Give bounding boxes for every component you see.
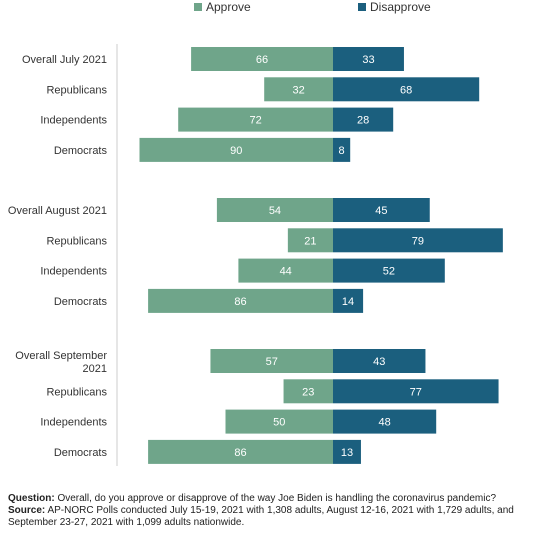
legend-label-disapprove: Disapprove bbox=[370, 0, 431, 14]
source-text: AP-NORC Polls conducted July 15-19, 2021… bbox=[8, 505, 514, 528]
category-label: Overall July 2021 bbox=[22, 54, 107, 66]
disapprove-value-label: 45 bbox=[375, 205, 387, 217]
disapprove-bar bbox=[333, 379, 499, 404]
question-note: Question: Overall, do you approve or dis… bbox=[8, 493, 544, 505]
approve-bar bbox=[225, 409, 333, 434]
category-label: Overall September 2021 bbox=[15, 350, 107, 375]
approve-bar bbox=[178, 107, 333, 132]
disapprove-bar bbox=[333, 439, 361, 464]
disapprove-value-label: 13 bbox=[341, 447, 353, 459]
source-label: Source: bbox=[8, 505, 46, 516]
approve-bar bbox=[148, 439, 333, 464]
category-label: Democrats bbox=[54, 447, 108, 459]
approve-bar bbox=[283, 379, 333, 404]
disapprove-bar bbox=[333, 107, 394, 132]
source-note: Source: AP-NORC Polls conducted July 15-… bbox=[8, 505, 544, 529]
legend-swatch-approve bbox=[194, 3, 202, 11]
category-label: Democrats bbox=[54, 145, 108, 157]
approve-value-label: 90 bbox=[230, 145, 242, 157]
chart-footnote: Question: Overall, do you approve or dis… bbox=[8, 493, 544, 529]
category-label: Republicans bbox=[46, 235, 107, 247]
approve-value-label: 21 bbox=[304, 235, 316, 247]
disapprove-bar bbox=[333, 288, 364, 313]
approve-value-label: 57 bbox=[266, 356, 278, 368]
chart-legend: Approve Disapprove bbox=[0, 0, 550, 16]
question-text: Overall, do you approve or disapprove of… bbox=[54, 493, 497, 504]
approve-value-label: 32 bbox=[292, 84, 304, 96]
approve-bar bbox=[191, 47, 333, 71]
disapprove-bar bbox=[333, 137, 351, 162]
legend-item-disapprove: Disapprove bbox=[358, 0, 431, 14]
category-label: Independents bbox=[40, 115, 107, 127]
approve-value-label: 72 bbox=[249, 115, 261, 127]
approve-value-label: 44 bbox=[280, 266, 292, 278]
category-label: Republicans bbox=[46, 84, 107, 96]
disapprove-value-label: 77 bbox=[410, 386, 422, 398]
disapprove-bar bbox=[333, 77, 480, 102]
disapprove-value-label: 33 bbox=[362, 54, 374, 66]
disapprove-value-label: 43 bbox=[373, 356, 385, 368]
category-label: Overall August 2021 bbox=[8, 205, 107, 217]
question-label: Question: bbox=[8, 493, 55, 504]
approve-bar bbox=[216, 198, 333, 222]
approve-value-label: 66 bbox=[256, 54, 268, 66]
category-label: Independents bbox=[40, 266, 107, 278]
disapprove-value-label: 14 bbox=[342, 296, 354, 308]
approve-bar bbox=[148, 288, 333, 313]
legend-label-approve: Approve bbox=[206, 0, 251, 14]
legend-item-approve: Approve bbox=[194, 0, 251, 14]
approve-bar bbox=[264, 77, 333, 102]
approve-bar bbox=[238, 258, 333, 283]
category-label: Independents bbox=[40, 417, 107, 429]
disapprove-bar bbox=[333, 258, 445, 283]
category-label: Republicans bbox=[46, 386, 107, 398]
disapprove-value-label: 48 bbox=[378, 417, 390, 429]
approve-value-label: 86 bbox=[234, 296, 246, 308]
disapprove-bar bbox=[333, 349, 426, 373]
legend-swatch-disapprove bbox=[358, 3, 366, 11]
disapprove-bar bbox=[333, 228, 503, 253]
disapprove-bar bbox=[333, 198, 430, 222]
approve-bar bbox=[210, 349, 333, 373]
approve-value-label: 23 bbox=[302, 386, 314, 398]
disapprove-value-label: 68 bbox=[400, 84, 412, 96]
approve-value-label: 50 bbox=[273, 417, 285, 429]
disapprove-value-label: 79 bbox=[412, 235, 424, 247]
disapprove-bar bbox=[333, 409, 437, 434]
disapprove-bar bbox=[333, 47, 404, 71]
disapprove-value-label: 8 bbox=[339, 145, 345, 157]
approve-bar bbox=[139, 137, 333, 162]
category-label: Democrats bbox=[54, 296, 108, 308]
approve-value-label: 54 bbox=[269, 205, 281, 217]
diverging-bar-chart: Overall July 2021 66 33 Republicans 32 68 Inde… bbox=[8, 44, 503, 466]
disapprove-value-label: 28 bbox=[357, 115, 369, 127]
disapprove-value-label: 52 bbox=[383, 266, 395, 278]
approve-bar bbox=[287, 228, 333, 253]
approve-value-label: 86 bbox=[234, 447, 246, 459]
